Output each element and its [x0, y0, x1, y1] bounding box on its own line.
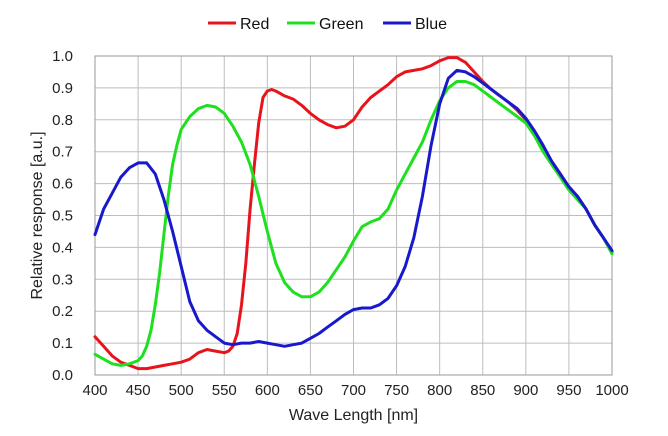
x-tick-label: 550 [212, 382, 237, 399]
plot-area-frame [94, 55, 613, 376]
x-tick-label: 950 [556, 382, 581, 399]
series-line-blue [93, 68, 614, 348]
x-tick-label: 900 [513, 382, 538, 399]
x-tick-label: 600 [255, 382, 280, 399]
y-tick-label: 0.1 [52, 335, 73, 352]
x-axis-title: Wave Length [nm] [289, 407, 418, 424]
x-tick-label: 750 [384, 382, 409, 399]
gridlines [94, 55, 613, 376]
y-axis-title: Relative response [a.u.] [29, 131, 46, 299]
x-tick-label: 1000 [595, 382, 628, 399]
y-tick-label: 0.7 [52, 144, 73, 161]
y-tick-label: 0.6 [52, 176, 73, 193]
x-tick-label: 850 [470, 382, 495, 399]
x-axis-tick-labels: 400 450 500 550 600 650 700 750 800 850 900 950 1000 [82, 382, 628, 399]
y-tick-label: 0.9 [52, 80, 73, 97]
legend-label-blue: Blue [415, 16, 447, 33]
y-tick-label: 1.0 [52, 48, 73, 65]
series-layer [93, 56, 614, 371]
x-tick-label: 800 [427, 382, 452, 399]
x-tick-label: 400 [82, 382, 107, 399]
series-line-green [93, 80, 614, 367]
y-tick-label: 0.4 [52, 239, 73, 256]
legend: Red Green Blue [208, 16, 447, 33]
y-tick-label: 0.5 [52, 208, 73, 225]
y-tick-label: 0.2 [52, 303, 73, 320]
x-tick-label: 500 [169, 382, 194, 399]
y-axis-tick-labels: 0.0 0.1 0.2 0.3 0.4 0.5 0.6 0.7 0.8 0.9 1.0 [52, 48, 73, 384]
y-tick-label: 0.0 [52, 367, 73, 384]
legend-label-green: Green [319, 16, 363, 33]
y-tick-label: 0.3 [52, 271, 73, 288]
x-tick-label: 700 [341, 382, 366, 399]
x-tick-label: 450 [126, 382, 151, 399]
legend-label-red: Red [240, 16, 269, 33]
x-tick-label: 650 [298, 382, 323, 399]
y-tick-label: 0.8 [52, 112, 73, 129]
